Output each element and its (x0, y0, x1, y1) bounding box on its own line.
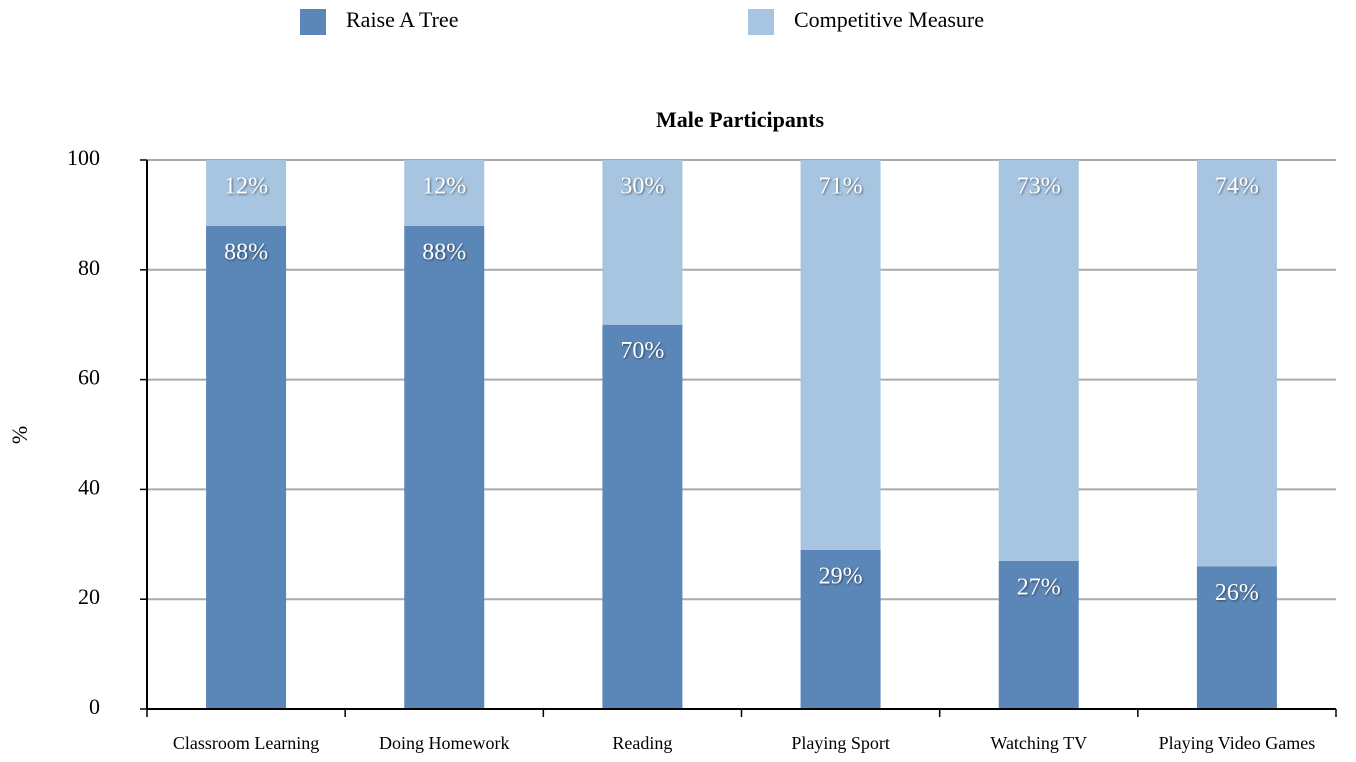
bar-segment (800, 160, 881, 550)
chart-title: Male Participants (656, 107, 824, 132)
value-label: 74% (1215, 174, 1259, 200)
x-tick-label: Classroom Learning (173, 733, 319, 753)
legend-swatch (300, 9, 326, 35)
x-tick-label: Doing Homework (379, 733, 509, 753)
x-tick-label: Playing Video Games (1159, 733, 1316, 753)
value-label: 26% (1215, 580, 1259, 606)
x-tick-label: Reading (612, 733, 672, 753)
bar-segment (206, 160, 287, 226)
bar-segment (602, 160, 683, 325)
value-label: 29% (819, 563, 863, 589)
y-tick-label: 0 (89, 694, 100, 719)
y-tick-label: 100 (67, 145, 100, 170)
bar-segment (206, 225, 287, 709)
value-label: 88% (224, 239, 268, 265)
y-tick-label: 40 (78, 474, 100, 499)
y-tick-label: 60 (78, 365, 100, 390)
bar-segment (404, 160, 485, 226)
value-label: 88% (422, 239, 466, 265)
y-axis-label: % (7, 426, 32, 444)
bar-segment (998, 160, 1079, 561)
legend-swatch (748, 9, 774, 35)
legend-label: Competitive Measure (794, 7, 984, 32)
value-label: 73% (1017, 174, 1061, 200)
x-tick-label: Playing Sport (791, 733, 890, 753)
value-label: 30% (620, 174, 664, 200)
value-label: 12% (422, 174, 466, 200)
bar-segment (1196, 566, 1277, 709)
bar-segment (602, 324, 683, 709)
legend-label: Raise A Tree (346, 7, 458, 32)
bar-segment (404, 225, 485, 709)
y-tick-label: 20 (78, 584, 100, 609)
value-label: 70% (620, 338, 664, 364)
value-label: 71% (819, 174, 863, 200)
value-label: 12% (224, 174, 268, 200)
value-label: 27% (1017, 574, 1061, 600)
bar-segment (1196, 160, 1277, 567)
bar-segment (800, 549, 881, 709)
y-tick-label: 80 (78, 255, 100, 280)
x-tick-label: Watching TV (990, 733, 1087, 753)
bar-segment (998, 560, 1079, 709)
